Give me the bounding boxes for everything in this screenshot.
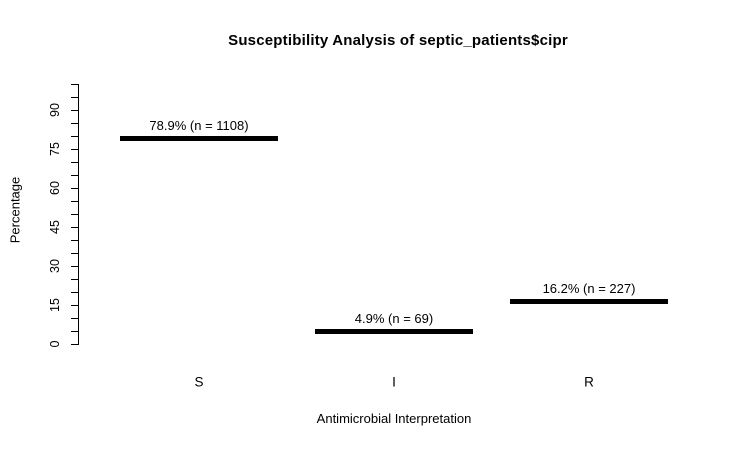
chart-title: Susceptibility Analysis of septic_patien… <box>228 32 568 49</box>
y-axis-tick <box>71 136 78 137</box>
y-axis-tick <box>71 214 78 215</box>
y-axis-tick <box>71 266 78 267</box>
y-axis-tick <box>71 318 78 319</box>
y-axis-tick-label-text: 0 <box>48 340 62 348</box>
y-axis-tick <box>71 292 78 293</box>
y-axis-tick <box>71 84 78 85</box>
y-axis-tick <box>71 188 78 189</box>
y-axis-tick-label-text: 60 <box>48 181 62 195</box>
y-axis-tick <box>71 253 78 254</box>
y-axis-tick <box>71 305 78 306</box>
y-axis-tick <box>71 162 78 163</box>
y-axis-tick <box>71 201 78 202</box>
y-axis-tick <box>71 149 78 150</box>
y-axis-line <box>78 84 79 345</box>
y-axis-tick-label-text: 75 <box>48 142 62 156</box>
y-axis-tick <box>71 97 78 98</box>
y-axis-tick <box>71 110 78 111</box>
y-axis-tick-label-text: 15 <box>48 298 62 312</box>
bar-segment <box>510 299 668 305</box>
x-axis-title: Antimicrobial Interpretation <box>316 411 472 426</box>
y-axis-tick <box>71 331 78 332</box>
y-axis-tick <box>71 123 78 124</box>
y-axis-tick <box>71 344 78 345</box>
bar-value-label: 16.2% (n = 227) <box>542 281 636 297</box>
x-category-label: I <box>392 374 396 390</box>
x-category-label: R <box>584 374 594 390</box>
bar-value-label: 4.9% (n = 69) <box>354 310 434 326</box>
y-axis-tick <box>71 227 78 228</box>
y-axis-tick-label-text: 45 <box>48 220 62 234</box>
y-axis-tick <box>71 279 78 280</box>
y-axis-tick-label-text: 90 <box>48 103 62 117</box>
y-axis-tick <box>71 175 78 176</box>
bar-segment <box>315 328 473 334</box>
bar-segment <box>120 136 278 142</box>
x-category-label: S <box>194 374 204 390</box>
y-axis-tick <box>71 240 78 241</box>
y-axis-tick-label-text: 30 <box>48 259 62 273</box>
y-axis-title-text: Percentage <box>7 176 23 244</box>
bar-value-label: 78.9% (n = 1108) <box>149 118 249 134</box>
